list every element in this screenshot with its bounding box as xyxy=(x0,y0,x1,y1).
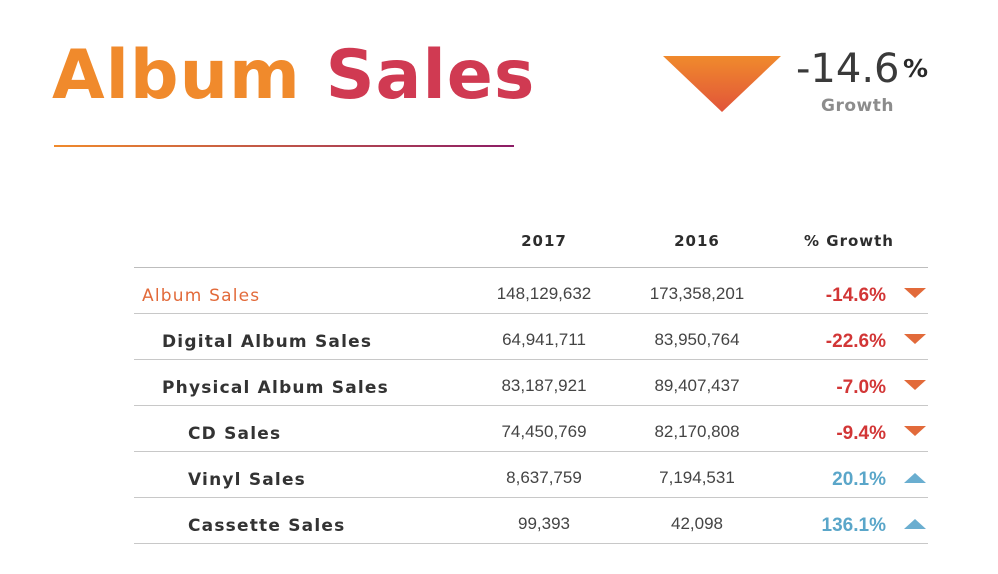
up-triangle-icon xyxy=(904,519,926,529)
cell-2017: 99,393 xyxy=(518,514,570,533)
up-triangle-icon xyxy=(904,473,926,483)
cell-2017: 148,129,632 xyxy=(496,284,592,303)
cell-growth: -7.0% xyxy=(836,377,886,398)
cell-2017: 74,450,769 xyxy=(501,422,587,441)
table-row: Cassette Sales 99,393 42,098 136.1% xyxy=(134,498,928,544)
cell-growth: 20.1% xyxy=(832,469,886,490)
cell-2017: 64,941,711 xyxy=(502,330,586,349)
col-header-2016: 2016 xyxy=(674,232,720,250)
title-underline xyxy=(54,145,514,147)
row-label: Physical Album Sales xyxy=(162,378,389,398)
cell-2016: 42,098 xyxy=(671,514,723,533)
cell-2016: 89,407,437 xyxy=(654,376,740,395)
row-label: Album Sales xyxy=(142,286,261,306)
down-triangle-icon xyxy=(904,426,926,436)
row-label: Digital Album Sales xyxy=(162,332,373,352)
table-row: Album Sales 148,129,632 173,358,201 -14.6% xyxy=(134,268,928,314)
down-triangle-icon xyxy=(904,288,926,298)
cell-growth: 136.1% xyxy=(821,515,886,536)
table-row: CD Sales 74,450,769 82,170,808 -9.4% xyxy=(134,406,928,452)
table-row: Physical Album Sales 83,187,921 89,407,437… xyxy=(134,360,928,406)
cell-2016: 83,950,764 xyxy=(654,330,740,349)
title-word-sales: Sales xyxy=(325,36,536,115)
row-label: Vinyl Sales xyxy=(188,470,307,490)
cell-growth: -14.6% xyxy=(825,285,886,306)
cell-2016: 82,170,808 xyxy=(654,422,740,441)
table-body: Album Sales 148,129,632 173,358,201 -14.6% D… xyxy=(134,268,928,544)
cell-growth: -22.6% xyxy=(825,331,886,352)
cell-2016: 7,194,531 xyxy=(659,468,735,487)
col-header-2017: 2017 xyxy=(521,232,567,250)
cell-2016: 173,358,201 xyxy=(649,284,745,303)
kpi-unit: % xyxy=(903,54,929,83)
table-row: Vinyl Sales 8,637,759 7,194,531 20.1% xyxy=(134,452,928,498)
cell-2017: 8,637,759 xyxy=(506,468,582,487)
sales-table: 2017 2016 % Growth Album Sales 148,129,63… xyxy=(134,222,928,544)
down-triangle-icon xyxy=(904,334,926,344)
title-word-album: Album xyxy=(52,36,301,115)
cell-growth: -9.4% xyxy=(836,423,886,444)
down-triangle-icon xyxy=(904,380,926,390)
row-label: CD Sales xyxy=(188,424,282,444)
table-row: Digital Album Sales 64,941,711 83,950,764 -… xyxy=(134,314,928,360)
row-label: Cassette Sales xyxy=(188,516,346,536)
col-header-growth: % Growth xyxy=(804,232,894,250)
kpi-down-arrow-icon xyxy=(663,56,781,112)
kpi-label: Growth xyxy=(821,96,894,116)
table-header: 2017 2016 % Growth xyxy=(134,222,928,268)
cell-2017: 83,187,921 xyxy=(501,376,587,395)
page-title: Album Sales xyxy=(52,34,535,118)
kpi-value: -14.6 xyxy=(796,46,900,92)
